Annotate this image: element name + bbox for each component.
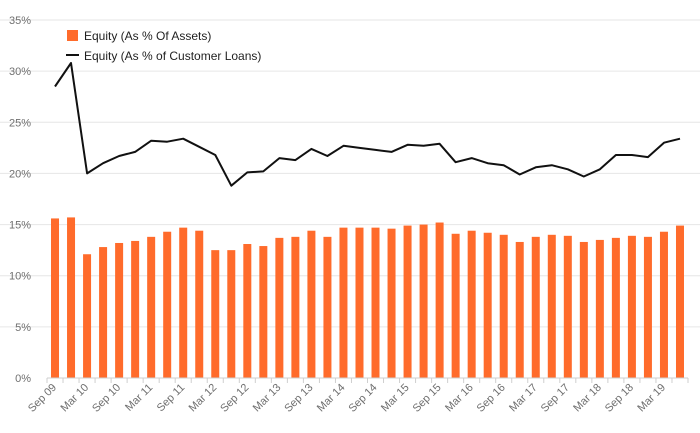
bar	[467, 230, 476, 378]
x-tick-label: Sep 17	[539, 382, 572, 415]
bar	[67, 217, 76, 378]
y-tick-label: 10%	[9, 271, 31, 283]
x-tick-label: Mar 17	[507, 382, 540, 415]
bar	[131, 240, 140, 378]
x-tick-label: Sep 14	[346, 382, 379, 415]
bar	[227, 250, 236, 378]
line-series	[54, 62, 681, 187]
bar	[211, 250, 220, 378]
y-tick-label: 15%	[9, 220, 31, 232]
bar	[531, 236, 540, 378]
y-tick-label: 5%	[15, 322, 31, 334]
x-tick-label: Mar 10	[58, 382, 91, 415]
legend-label-assets: Equity (As % Of Assets)	[84, 29, 211, 43]
x-tick-label: Mar 14	[315, 382, 348, 415]
bar	[355, 227, 364, 378]
x-tick-label: Mar 18	[571, 382, 604, 415]
bar	[387, 228, 396, 378]
x-tick-label: Sep 13	[282, 382, 315, 415]
bar	[499, 234, 508, 378]
bar	[627, 235, 636, 378]
x-tick-label: Mar 16	[443, 382, 476, 415]
y-axis-ticks: 0% 5% 10% 15% 20% 25% 30% 35%	[9, 15, 31, 385]
x-tick-label: Mar 13	[251, 382, 284, 415]
y-tick-label: 30%	[9, 66, 31, 78]
x-tick-label: Sep 12	[218, 382, 251, 415]
bar	[643, 236, 652, 378]
bar	[147, 236, 156, 378]
x-tick-label: Mar 15	[379, 382, 412, 415]
bar	[195, 230, 204, 378]
x-tick-label: Mar 12	[187, 382, 220, 415]
bar	[115, 242, 124, 378]
bar	[371, 227, 380, 378]
bar	[483, 232, 492, 378]
bar	[435, 222, 444, 378]
bar	[307, 230, 316, 378]
bar	[275, 237, 284, 378]
bar	[403, 225, 412, 378]
legend-label-customer-loans: Equity (As % of Customer Loans)	[84, 49, 261, 63]
bar	[83, 254, 92, 378]
bar	[451, 233, 460, 378]
x-tick-label: Sep 18	[603, 382, 636, 415]
y-tick-label: 20%	[9, 168, 31, 180]
bar-series	[51, 217, 684, 378]
x-tick-label: Sep 11	[155, 382, 188, 415]
bar	[243, 244, 252, 378]
y-tick-label: 0%	[15, 373, 31, 385]
bar	[547, 234, 556, 378]
bar	[323, 236, 332, 378]
bar	[515, 241, 524, 378]
x-tick-label: Sep 09	[26, 382, 59, 415]
bar	[99, 247, 108, 378]
legend: Equity (As % Of Assets) Equity (As % of …	[66, 29, 261, 63]
legend-swatch-assets	[67, 30, 78, 41]
bar	[291, 236, 300, 378]
x-tick-label: Sep 10	[90, 382, 123, 415]
y-tick-label: 35%	[9, 15, 31, 27]
bar	[339, 227, 348, 378]
x-tick-label: Mar 11	[123, 382, 155, 414]
bar	[419, 224, 428, 378]
bar	[675, 225, 684, 378]
x-tick-label: Sep 16	[475, 382, 508, 415]
bar	[563, 235, 572, 378]
bar	[579, 241, 588, 378]
bar	[51, 218, 60, 378]
x-axis-tick-marks	[46, 378, 689, 383]
bar	[659, 231, 668, 378]
bar	[179, 227, 188, 378]
bar	[595, 239, 604, 378]
x-tick-label: Mar 19	[635, 382, 668, 415]
y-tick-label: 25%	[9, 117, 31, 129]
bar	[259, 246, 268, 378]
x-tick-label: Sep 15	[411, 382, 444, 415]
bar	[611, 237, 620, 378]
series-line	[54, 62, 681, 187]
bar	[163, 231, 172, 378]
